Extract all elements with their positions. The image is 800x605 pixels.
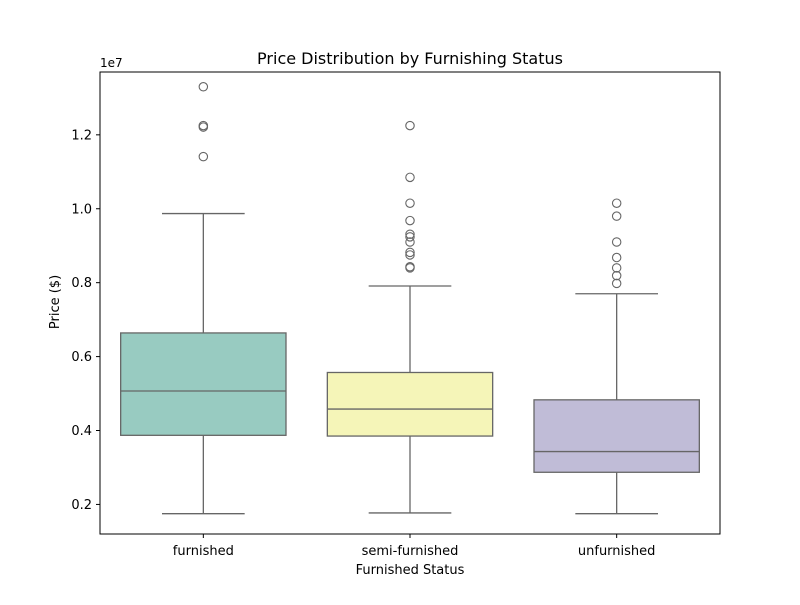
outlier-point [405,172,415,183]
outlier-point [405,250,415,260]
outlier-point [198,151,209,162]
plot-area: 0.2 0.4 0.6 0.8 1.0 1.2 furnished semi-furnishe… [71,71,721,559]
y-tick-label: 0.6 [71,350,92,365]
outlier-point [405,229,415,240]
outlier-point [611,252,622,263]
outlier-point [405,120,415,131]
outlier-point [611,198,622,208]
outlier-point [198,82,209,92]
y-tick-label: 1.0 [71,202,92,217]
y-tick-label: 0.4 [71,424,92,439]
y-tick-label: 0.2 [71,498,92,513]
box-semi-furnished [326,371,494,437]
x-tick-label: unfurnished [578,544,656,559]
outlier-point [405,247,415,258]
outlier-point [198,120,209,131]
x-axis-title: Furnished Status [356,563,465,578]
box-unfurnished [533,399,700,473]
outlier-point [611,237,622,247]
y-tick-label: 0.8 [71,276,92,291]
outlier-point [405,262,415,272]
y-axis-offset-label: 1e7 [100,56,123,70]
box-furnished [120,332,287,436]
outlier-point [611,278,622,289]
y-axis-title: Price ($) [48,275,63,329]
outlier-point [405,232,415,242]
outlier-point [405,237,415,247]
outlier-point [405,215,415,226]
x-tick-label: semi-furnished [362,544,459,559]
outlier-point [611,270,622,281]
x-tick-label: furnished [173,544,234,559]
y-tick-label: 1.2 [71,128,92,143]
outlier-point [611,211,622,221]
plot-frame [99,71,721,535]
outlier-point [405,198,415,208]
chart-title: Price Distribution by Furnishing Status [257,49,563,68]
outlier-point [611,263,622,273]
